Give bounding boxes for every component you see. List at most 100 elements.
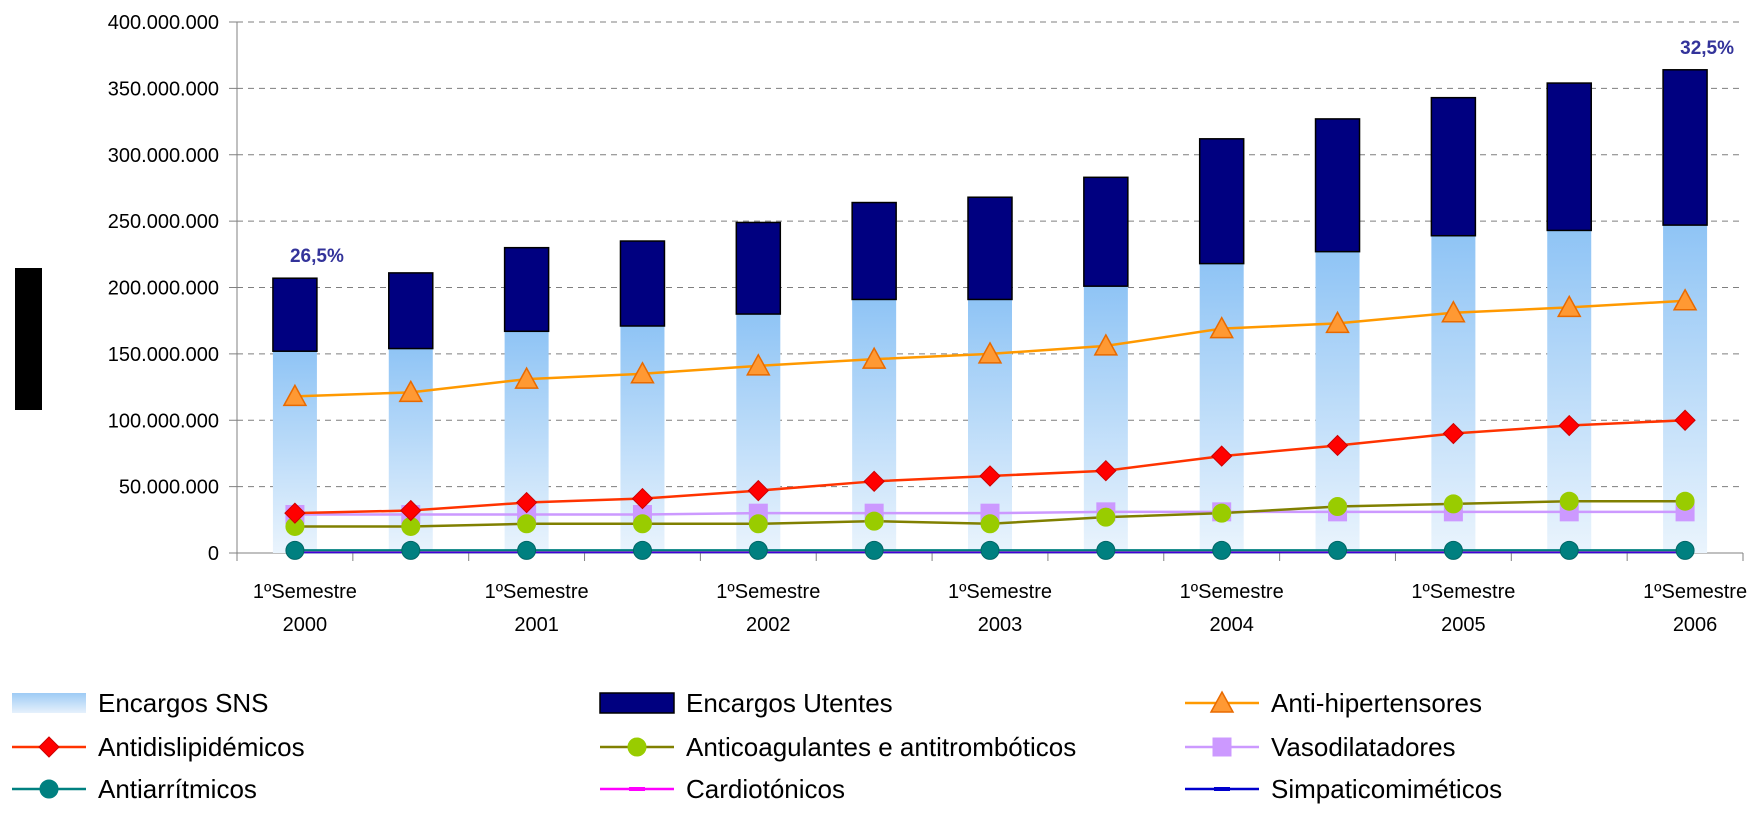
- marker-antidislipidemicos: [747, 479, 770, 502]
- marker-anti-hipertensores: [1672, 288, 1698, 311]
- marker-antidislipidemicos: [400, 499, 422, 522]
- marker-antidislipidemicos: [1558, 414, 1580, 437]
- marker-antiarritmicos: [1675, 540, 1695, 560]
- x-tick-label: 1ºSemestre: [253, 581, 357, 603]
- marker-anticoagulantes-e-antitromboticos: [1096, 507, 1116, 527]
- legend-label-anti-hipertensores: Anti-hipertensores: [1271, 688, 1482, 718]
- marker-antiarritmicos: [517, 540, 537, 560]
- legend-label-simpaticomimeticos: Simpaticomiméticos: [1271, 774, 1502, 804]
- bar-encargos-utentes: [1083, 176, 1129, 287]
- marker-antiarritmicos: [1212, 540, 1232, 560]
- bar-encargos-utentes: [1430, 96, 1477, 237]
- marker-antiarritmicos: [980, 540, 1000, 560]
- x-tick-label-year: 2006: [1673, 614, 1718, 636]
- legend-marker-cardiotonicos: [629, 787, 645, 791]
- marker-anti-hipertensores: [1093, 333, 1119, 356]
- marker-anti-hipertensores: [514, 366, 539, 389]
- marker-anticoagulantes-e-antitromboticos: [1559, 491, 1579, 511]
- x-tick-label-year: 2001: [514, 614, 559, 636]
- x-tick-label: 1ºSemestre: [1411, 581, 1515, 603]
- marker-antidislipidemicos: [1095, 459, 1117, 482]
- bar-encargos-utentes: [503, 246, 550, 333]
- marker-antidislipidemicos: [631, 487, 654, 510]
- bar-encargos-utentes: [388, 272, 434, 350]
- marker-antidislipidemicos: [515, 491, 538, 514]
- legend-symbol-encargos-utentes: [599, 692, 675, 714]
- legend-marker-antidislipidemicos: [38, 736, 60, 758]
- marker-anti-hipertensores: [746, 353, 771, 376]
- marker-anti-hipertensores: [398, 379, 424, 403]
- legend-marker-anti-hipertensores: [1209, 690, 1235, 713]
- marker-antiarritmicos: [1096, 540, 1116, 560]
- marker-anticoagulantes-e-antitromboticos: [748, 514, 768, 534]
- black-side-marker: [15, 268, 42, 410]
- bar-encargos-utentes: [1662, 69, 1708, 226]
- y-tick-label: 0: [208, 543, 219, 565]
- bar-encargos-utentes: [851, 201, 897, 301]
- legend-label-encargos-utentes: Encargos Utentes: [686, 688, 893, 718]
- marker-anti-hipertensores: [1209, 316, 1234, 339]
- marker-anticoagulantes-e-antitromboticos: [1328, 497, 1348, 517]
- x-tick-label-year: 2005: [1441, 614, 1486, 636]
- marker-anticoagulantes-e-antitromboticos: [517, 514, 537, 534]
- legend-label-vasodilatadores: Vasodilatadores: [1271, 732, 1456, 762]
- marker-antiarritmicos: [632, 540, 652, 560]
- x-tick-label: 1ºSemestre: [716, 581, 820, 603]
- marker-antiarritmicos: [1443, 540, 1463, 560]
- marker-antidislipidemicos: [1326, 434, 1349, 457]
- bar-encargos-utentes: [735, 221, 782, 315]
- legend: Encargos SNS Encargos Utentes Anti-hiperte…: [12, 688, 1502, 804]
- y-tick-label: 200.000.000: [108, 278, 219, 300]
- marker-anti-hipertensores: [1556, 294, 1582, 318]
- marker-anti-hipertensores: [861, 346, 887, 369]
- bar-encargos-utentes: [1198, 138, 1245, 265]
- percentage-annotation: 32,5%: [1680, 38, 1734, 59]
- marker-antiarritmicos: [748, 540, 768, 560]
- bar-encargos-utentes: [967, 196, 1013, 301]
- y-tick-label: 250.000.000: [108, 211, 219, 233]
- marker-antiarritmicos: [864, 540, 884, 560]
- marker-antidislipidemicos: [979, 465, 1001, 487]
- x-tick-label: 1ºSemestre: [485, 581, 589, 603]
- bar-encargos-utentes: [1314, 118, 1361, 253]
- x-tick-label-year: 2002: [746, 614, 791, 636]
- x-tick-label-year: 2004: [1209, 614, 1254, 636]
- legend-marker-antiarritmicos: [39, 779, 59, 799]
- marker-antiarritmicos: [285, 540, 305, 560]
- bar-encargos-utentes: [619, 240, 666, 327]
- legend-label-cardiotonicos: Cardiotónicos: [686, 774, 845, 804]
- bar-encargos-utentes: [1546, 82, 1592, 232]
- marker-anticoagulantes-e-antitromboticos: [980, 514, 1000, 534]
- marker-antiarritmicos: [1559, 540, 1579, 560]
- marker-anticoagulantes-e-antitromboticos: [1675, 491, 1695, 511]
- marker-antidislipidemicos: [1210, 445, 1233, 467]
- marker-anti-hipertensores: [977, 341, 1003, 364]
- y-tick-label: 150.000.000: [108, 344, 219, 366]
- marker-anti-hipertensores: [282, 383, 308, 407]
- series-markers: [282, 288, 1698, 560]
- marker-antidislipidemicos: [284, 502, 306, 524]
- legend-label-antidislipidemicos: Antidislipidémicos: [98, 732, 305, 762]
- legend-label-antiarritmicos: Antiarrítmicos: [98, 774, 257, 804]
- legend-marker-anticoagulantes-e-antitromboticos: [627, 737, 647, 757]
- legend-marker-vasodilatadores: [1212, 737, 1232, 757]
- marker-antiarritmicos: [1328, 540, 1348, 560]
- legend-marker-simpaticomimeticos: [1214, 787, 1230, 791]
- marker-anticoagulantes-e-antitromboticos: [1212, 503, 1232, 523]
- marker-anticoagulantes-e-antitromboticos: [864, 511, 884, 531]
- y-tick-label: 50.000.000: [119, 477, 219, 499]
- marker-antiarritmicos: [401, 540, 421, 560]
- y-tick-label: 350.000.000: [108, 78, 219, 100]
- marker-anti-hipertensores: [630, 361, 655, 384]
- percentage-annotation: 26,5%: [290, 246, 344, 267]
- y-tick-label: 100.000.000: [108, 410, 219, 432]
- marker-anticoagulantes-e-antitromboticos: [1443, 494, 1463, 514]
- x-tick-label: 1ºSemestre: [1180, 581, 1284, 603]
- marker-antidislipidemicos: [1674, 409, 1696, 431]
- axis-labels: 0 50.000.000 100.000.000 150.000.000 200.000…: [108, 12, 1747, 636]
- x-tick-label-year: 2003: [978, 614, 1023, 636]
- legend-label-encargos-sns: Encargos SNS: [98, 688, 269, 718]
- marker-antidislipidemicos: [863, 470, 885, 493]
- bar-encargos-utentes: [272, 277, 318, 352]
